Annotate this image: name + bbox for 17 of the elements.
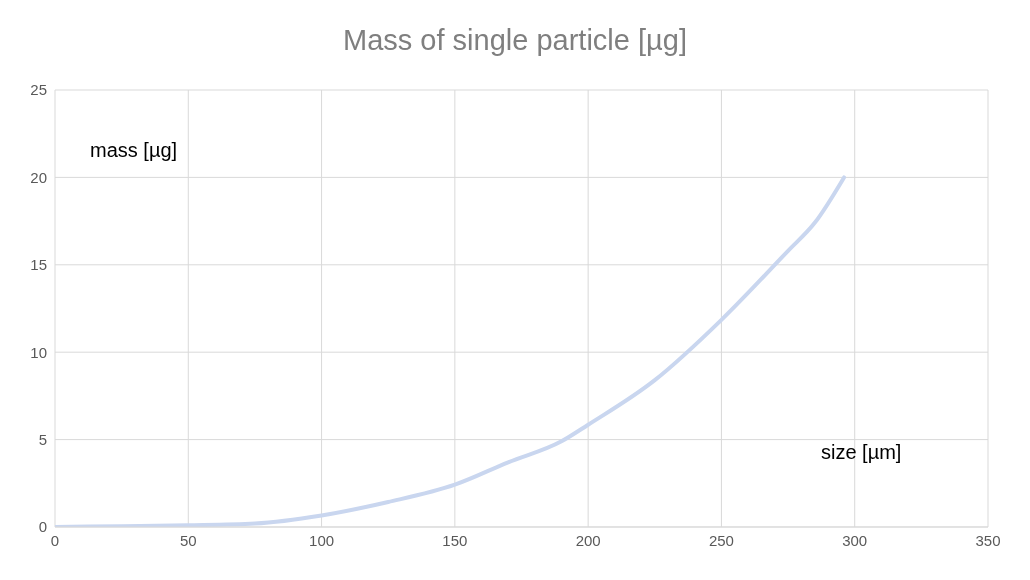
x-tick-label: 200	[575, 531, 601, 549]
y-tick-label: 5	[38, 430, 47, 448]
x-tick-label: 300	[842, 531, 868, 549]
x-tick-label: 100	[309, 531, 335, 549]
y-tick-label: 10	[30, 343, 47, 361]
x-tick-label: 350	[975, 531, 1001, 549]
y-tick-label: 25	[30, 81, 47, 99]
y-tick-label: 20	[30, 168, 47, 186]
chart-title: Mass of single particle [µg]	[342, 24, 688, 57]
y-tick-label: 0	[38, 518, 47, 536]
x-tick-label: 250	[708, 531, 734, 549]
y-axis-title: mass [µg]	[90, 139, 178, 162]
x-tick-label: 150	[442, 531, 468, 549]
x-tick-label: 0	[50, 531, 60, 549]
x-tick-label: 50	[179, 531, 197, 549]
y-tick-label: 15	[30, 256, 47, 274]
x-axis-title: size [µm]	[821, 441, 902, 464]
